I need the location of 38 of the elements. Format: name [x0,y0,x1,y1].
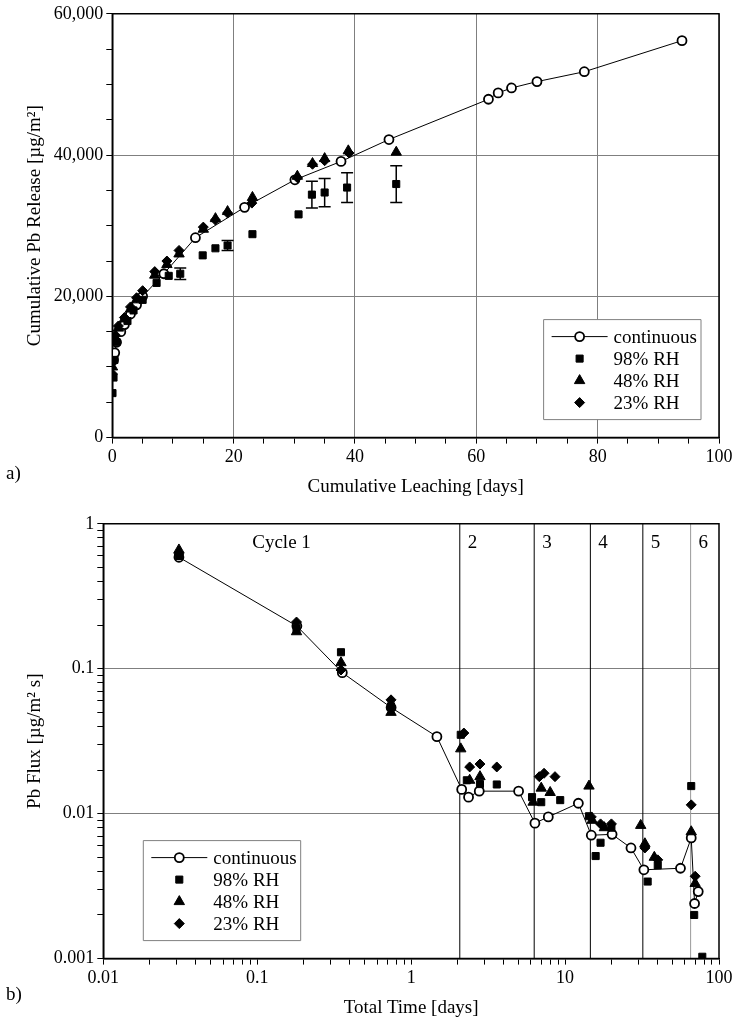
y-tick-label: 20,000 [53,285,104,306]
y-tick-label: 0.001 [53,947,95,968]
legend-label: continuous [613,325,698,347]
legend-label: 23% RH [213,912,280,934]
annotation: 3 [542,531,552,553]
y-tick-label: 0.01 [62,802,95,823]
annotation: 4 [598,531,609,553]
x-tick-label: 40 [345,446,364,467]
x-tick-label: 0 [107,446,117,467]
text: a) [6,462,21,485]
y-axis-title: Cumulative Pb Release [µg/m²] [23,105,45,347]
legend-label: 48% RH [213,890,280,912]
legend-label: 23% RH [613,391,680,413]
x-tick-label: 1 [406,967,416,988]
y-tick-label: 60,000 [53,2,104,23]
x-tick-label: 0.1 [245,967,269,988]
annotation: 2 [467,531,478,553]
annotation: 5 [650,531,661,553]
x-tick-label: 80 [588,446,607,467]
text: b) [6,983,22,1006]
legend-label: 98% RH [613,347,680,369]
legend-label: 98% RH [213,868,280,890]
y-tick-label: 1 [85,512,95,533]
y-tick-label: 0 [94,426,104,447]
y-tick-label: 0.1 [71,657,95,678]
x-tick-label: 60 [467,446,486,467]
x-axis-title: Cumulative Leaching [days] [307,474,524,496]
x-axis-title: Total Time [days] [343,995,479,1017]
x-tick-label: 10 [556,967,575,988]
x-tick-label: 20 [224,446,243,467]
y-axis-title: Pb Flux [µg/m² s] [23,673,45,809]
annotation: 6 [698,531,709,553]
x-tick-label: 100 [705,967,733,988]
legend-label: continuous [213,846,297,868]
legend-label: 48% RH [613,369,680,391]
annotation: Cycle 1 [252,531,311,553]
y-tick-label: 40,000 [53,143,104,164]
x-tick-label: 100 [705,446,733,467]
